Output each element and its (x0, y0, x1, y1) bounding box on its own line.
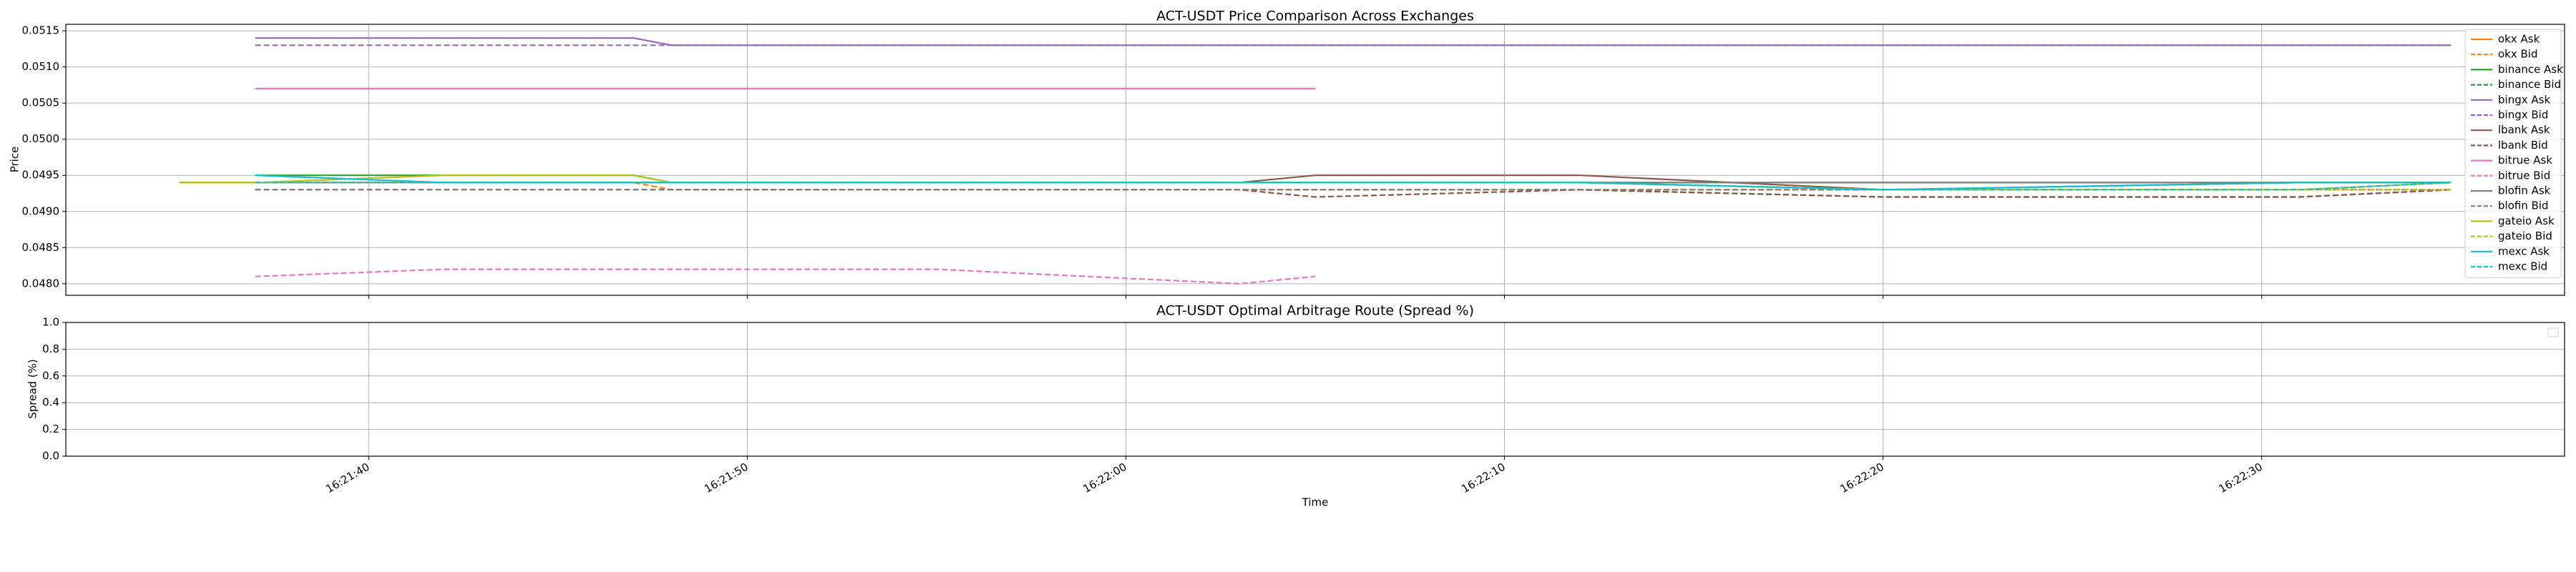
legend-label: binance Bid (2498, 78, 2561, 91)
legend-label: bingx Bid (2498, 109, 2548, 122)
y-tick-label: 0.6 (42, 369, 59, 382)
legend-label: bitrue Ask (2498, 154, 2552, 167)
chart-title: ACT-USDT Price Comparison Across Exchang… (1156, 9, 1474, 24)
y-tick-label: 0.0510 (22, 60, 60, 73)
legend-label: binance Ask (2498, 63, 2563, 76)
legend-label: lbank Ask (2498, 124, 2550, 137)
legend-box (2464, 29, 2562, 278)
axes-frame (65, 24, 2565, 296)
chart-title: ACT-USDT Optimal Arbitrage Route (Spread… (1156, 303, 1474, 319)
legend-label: okx Bid (2498, 48, 2538, 61)
price-line (255, 182, 2451, 191)
y-tick-label: 0.0500 (22, 132, 60, 145)
empty-legend (2547, 327, 2559, 337)
legend-label: gateio Ask (2498, 214, 2555, 227)
legend-label: mexc Bid (2498, 260, 2547, 273)
legend-label: mexc Ask (2498, 245, 2550, 257)
y-tick-label: 0.0490 (22, 204, 60, 217)
y-tick-label: 0.2 (42, 423, 59, 435)
legend-label: gateio Bid (2498, 230, 2552, 242)
y-tick-label: 0.0495 (22, 169, 60, 182)
y-tick-label: 0.8 (42, 342, 59, 355)
legend-label: blofin Bid (2498, 199, 2549, 212)
legend-label: lbank Bid (2498, 139, 2548, 152)
axes-frame (65, 322, 2565, 457)
legend-label: okx Ask (2498, 33, 2540, 46)
legend-label: bingx Ask (2498, 93, 2550, 106)
price-line (255, 268, 1316, 285)
y-tick-label: 0.0505 (22, 97, 60, 109)
y-axis-label: Price (9, 147, 21, 173)
legend-label: bitrue Bid (2498, 169, 2550, 182)
y-tick-label: 0.0515 (22, 24, 60, 37)
y-tick-label: 0.0480 (22, 277, 60, 290)
x-axis-label: Time (1302, 496, 1329, 509)
y-tick-label: 1.0 (42, 316, 59, 329)
y-tick-label: 0.0485 (22, 241, 60, 254)
y-tick-label: 0.0 (42, 450, 59, 463)
y-axis-label: Spread (%) (26, 359, 39, 419)
legend-label: blofin Ask (2498, 184, 2551, 197)
y-tick-label: 0.4 (42, 396, 59, 409)
